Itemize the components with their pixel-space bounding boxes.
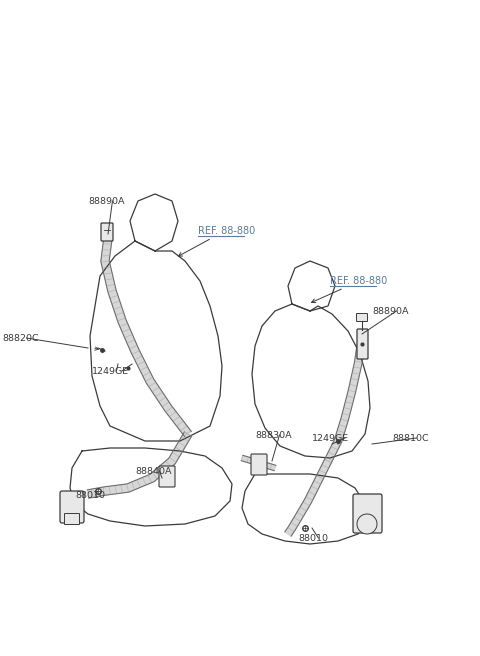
FancyBboxPatch shape <box>159 466 175 487</box>
Text: 1249GE: 1249GE <box>312 434 349 443</box>
Text: 88830A: 88830A <box>255 431 292 440</box>
Text: 88010: 88010 <box>75 491 105 500</box>
FancyBboxPatch shape <box>353 494 382 533</box>
FancyBboxPatch shape <box>101 223 113 241</box>
FancyBboxPatch shape <box>357 314 368 321</box>
Text: 88810C: 88810C <box>392 434 429 443</box>
Polygon shape <box>241 455 276 470</box>
Polygon shape <box>285 459 331 536</box>
Text: REF. 88-880: REF. 88-880 <box>198 226 255 236</box>
Text: 88840A: 88840A <box>135 467 171 476</box>
Text: 88890A: 88890A <box>372 307 408 316</box>
FancyBboxPatch shape <box>251 454 267 475</box>
Text: 88820C: 88820C <box>2 334 38 343</box>
Polygon shape <box>87 432 192 498</box>
Text: 88890A: 88890A <box>88 197 124 206</box>
Text: 1249GE: 1249GE <box>92 367 129 376</box>
FancyBboxPatch shape <box>60 491 84 523</box>
Text: 88010: 88010 <box>298 534 328 543</box>
Polygon shape <box>324 337 366 462</box>
Text: REF. 88-880: REF. 88-880 <box>330 276 387 286</box>
FancyBboxPatch shape <box>357 329 368 359</box>
Circle shape <box>357 514 377 534</box>
FancyBboxPatch shape <box>64 514 80 525</box>
Polygon shape <box>101 237 192 436</box>
